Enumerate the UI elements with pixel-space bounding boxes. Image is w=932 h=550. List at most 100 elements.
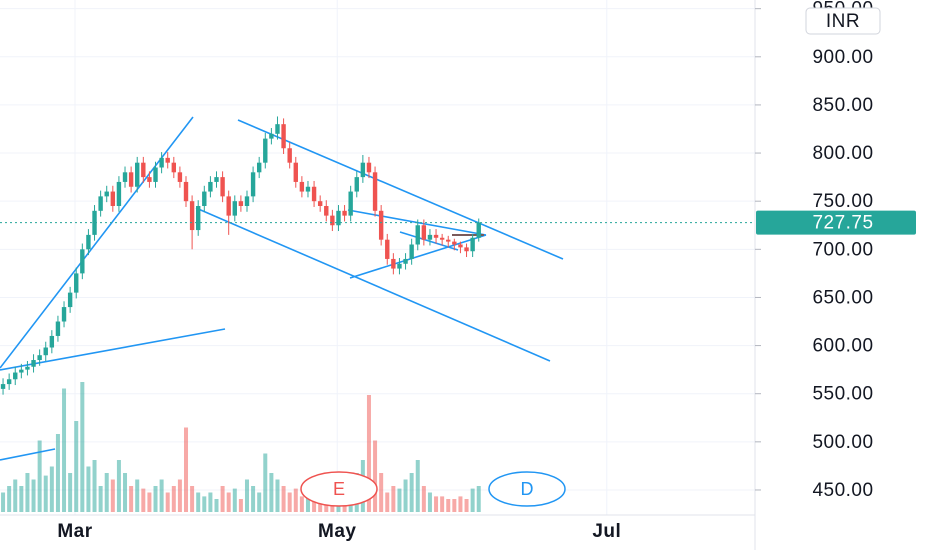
volume-bar xyxy=(202,496,207,512)
event-badge[interactable] xyxy=(488,471,566,507)
volume-bar xyxy=(397,488,402,512)
volume-bar xyxy=(427,492,432,512)
candle-body xyxy=(6,379,12,385)
volume-bar xyxy=(275,479,280,512)
volume-bar xyxy=(312,496,317,512)
y-tick-label: 450.00 xyxy=(812,480,873,501)
candle-body xyxy=(37,355,42,361)
event-badge[interactable] xyxy=(300,471,378,507)
volume-bar xyxy=(49,466,54,512)
candle-body xyxy=(122,172,128,182)
volume-bar xyxy=(74,421,79,512)
x-tick-label: Jul xyxy=(592,521,621,542)
candle-body xyxy=(43,347,48,356)
volume-bar xyxy=(68,473,73,512)
candle-body xyxy=(61,307,67,322)
volume-bar xyxy=(196,492,201,512)
event-label: D xyxy=(521,479,534,499)
volume-bar xyxy=(244,479,249,512)
volume-bar xyxy=(31,479,36,512)
x-tick-label: May xyxy=(318,521,356,542)
volume-bar xyxy=(86,466,91,512)
candle-body xyxy=(80,249,85,274)
candle-body xyxy=(269,133,274,139)
candle-body xyxy=(397,263,402,269)
volume-bar xyxy=(391,486,396,512)
volume-bar xyxy=(135,479,140,512)
volume-bar xyxy=(147,492,152,512)
volume-pane xyxy=(1,382,481,512)
volume-bar xyxy=(80,382,85,512)
candle-body xyxy=(244,196,250,206)
candle-body xyxy=(427,234,433,240)
y-tick-label: 600.00 xyxy=(812,336,873,357)
candle-body xyxy=(128,172,134,187)
candle-body xyxy=(342,210,347,216)
currency: INR xyxy=(826,11,860,32)
volume-bar xyxy=(281,486,286,512)
channel-line xyxy=(237,119,564,260)
candle-body xyxy=(275,124,280,134)
candle-body xyxy=(177,172,183,182)
volume-bar xyxy=(470,488,475,512)
candle-body xyxy=(214,177,219,182)
candle-body xyxy=(348,191,353,216)
volume-bar xyxy=(305,492,310,512)
volume-bar xyxy=(98,486,103,512)
y-tick-label: 800.00 xyxy=(812,143,873,164)
y-tick-label: 500.00 xyxy=(812,432,873,453)
candle-body xyxy=(378,210,384,240)
candle-body xyxy=(305,186,311,192)
volume-bar xyxy=(55,434,60,512)
y-tick-label: 900.00 xyxy=(812,47,873,68)
volume-bar xyxy=(171,486,176,512)
volume-bar xyxy=(190,486,195,512)
candle-body xyxy=(159,157,164,168)
candle-body xyxy=(98,196,103,211)
volume-bar xyxy=(220,486,225,512)
candle-body xyxy=(31,360,36,367)
volume-bar xyxy=(293,488,298,512)
volume-bar xyxy=(25,473,30,512)
candle-body xyxy=(250,172,256,197)
candle-body xyxy=(317,201,323,206)
volume-bar xyxy=(7,486,12,512)
candle-body xyxy=(226,196,231,216)
x-tick-label: Mar xyxy=(57,521,92,542)
y-tick-label: 700.00 xyxy=(812,239,873,260)
volume-bar xyxy=(366,395,371,512)
candle-body xyxy=(439,237,445,240)
y-tick-label: 750.00 xyxy=(812,191,873,212)
candle-body xyxy=(256,162,262,173)
candle-body xyxy=(324,206,329,216)
candle-body xyxy=(372,172,378,211)
volume-bar xyxy=(129,486,134,512)
candles xyxy=(0,116,755,395)
currency-box[interactable] xyxy=(805,7,881,35)
event-label: E xyxy=(333,479,345,499)
candle-body xyxy=(391,258,396,269)
y-tick-label: 650.00 xyxy=(812,287,873,308)
volume-bar xyxy=(452,499,457,512)
last-price-label: 727.75 xyxy=(812,213,873,234)
volume-bar xyxy=(440,496,445,512)
volume-bar xyxy=(184,427,189,512)
channel-line xyxy=(195,207,551,362)
volume-bar xyxy=(177,479,182,512)
candle-body xyxy=(49,335,55,348)
candle-body xyxy=(25,366,30,370)
candle-body xyxy=(330,215,335,226)
volume-bar xyxy=(208,492,213,512)
candle-body xyxy=(19,369,24,373)
candle-body xyxy=(360,162,366,178)
candle-body xyxy=(92,210,97,235)
volume-bar xyxy=(19,486,24,512)
candle-body xyxy=(476,222,481,238)
volume-bar xyxy=(104,473,109,512)
candle-body xyxy=(86,234,91,250)
candle-body xyxy=(165,157,170,163)
volume-bar xyxy=(421,486,426,512)
volume-bar xyxy=(165,492,170,512)
